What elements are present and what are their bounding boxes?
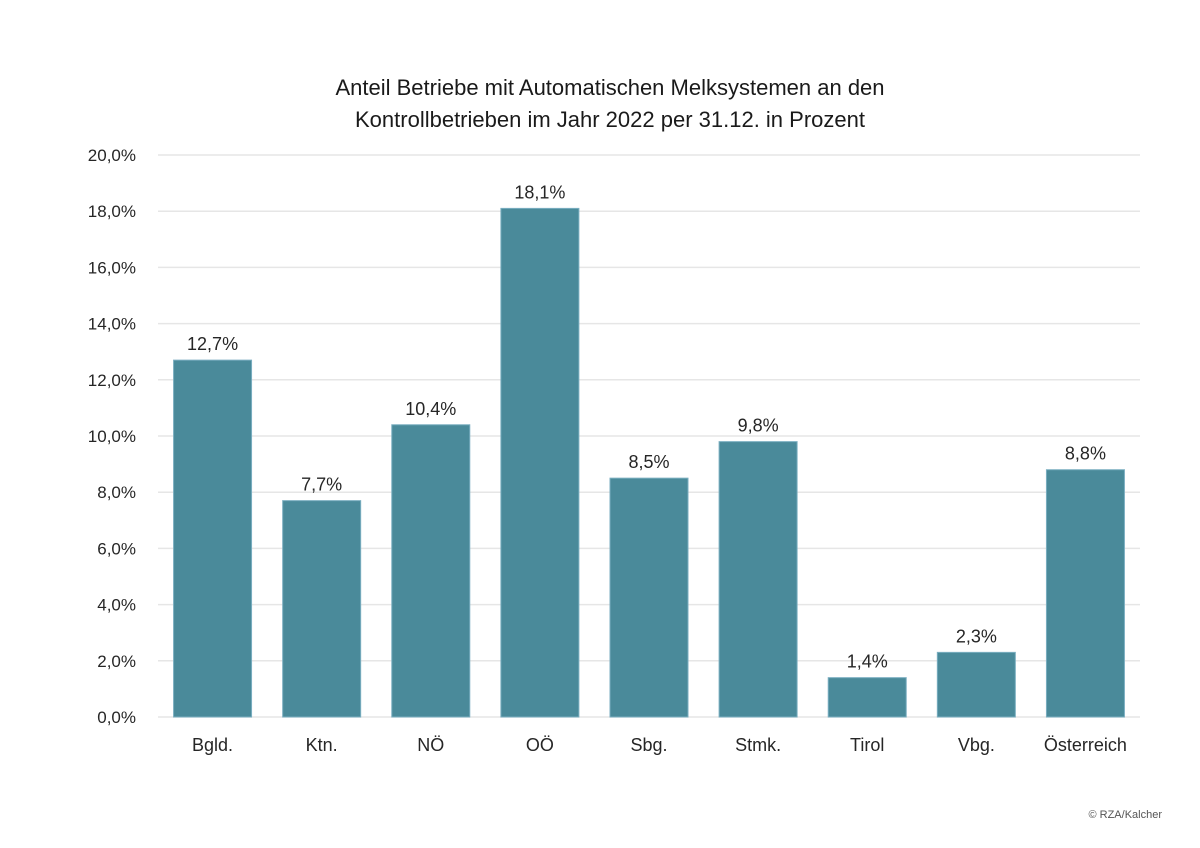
y-tick-label: 12,0% <box>88 371 136 390</box>
bar <box>936 651 1016 718</box>
data-label: 10,4% <box>405 399 456 419</box>
y-tick-label: 16,0% <box>88 258 136 277</box>
x-category-label: Stmk. <box>735 735 781 755</box>
y-tick-label: 4,0% <box>97 596 136 615</box>
x-category-label: NÖ <box>417 735 444 755</box>
data-label: 2,3% <box>956 626 997 646</box>
bar <box>173 359 253 718</box>
x-axis-categories: Bgld. Ktn. NÖ OÖ Sbg. Stmk. Tirol Vbg. Österreic… <box>192 735 1127 755</box>
x-category-label: OÖ <box>526 735 554 755</box>
credit-text: © RZA/Kalcher <box>1088 809 1162 821</box>
y-tick-label: 2,0% <box>97 652 136 671</box>
chart-title-line-1: Anteil Betriebe mit Automatischen Melksy… <box>335 75 884 100</box>
x-category-label: Bgld. <box>192 735 233 755</box>
bar <box>718 441 798 718</box>
x-category-label: Österreich <box>1044 735 1127 755</box>
data-label: 1,4% <box>847 652 888 672</box>
data-label: 8,5% <box>628 452 669 472</box>
y-tick-label: 8,0% <box>97 483 136 502</box>
bar <box>500 207 580 718</box>
x-category-label: Sbg. <box>630 735 667 755</box>
y-tick-label: 18,0% <box>88 202 136 221</box>
x-category-label: Vbg. <box>958 735 995 755</box>
data-labels: 12,7% 7,7% 10,4% 18,1% 8,5% 9,8% 1,4% 2,3% 8,8% <box>187 182 1106 671</box>
bar <box>827 677 907 718</box>
data-label: 12,7% <box>187 334 238 354</box>
y-tick-label: 0,0% <box>97 708 136 727</box>
bar <box>609 477 689 718</box>
y-tick-label: 14,0% <box>88 315 136 334</box>
bar <box>282 500 362 718</box>
bar <box>1045 469 1125 718</box>
bar <box>391 424 471 718</box>
y-tick-label: 6,0% <box>97 539 136 558</box>
y-tick-label: 10,0% <box>88 427 136 446</box>
data-label: 8,8% <box>1065 444 1106 464</box>
bars <box>173 207 1125 718</box>
data-label: 18,1% <box>514 182 565 202</box>
data-label: 7,7% <box>301 475 342 495</box>
y-tick-label: 20,0% <box>88 146 136 165</box>
x-category-label: Ktn. <box>306 735 338 755</box>
chart-title-line-2: Kontrollbetrieben im Jahr 2022 per 31.12… <box>355 107 865 132</box>
data-label: 9,8% <box>738 416 779 436</box>
x-category-label: Tirol <box>850 735 884 755</box>
y-axis-ticks: 0,0% 2,0% 4,0% 6,0% 8,0% 10,0% 12,0% 14,0% 16,0%… <box>88 146 136 727</box>
